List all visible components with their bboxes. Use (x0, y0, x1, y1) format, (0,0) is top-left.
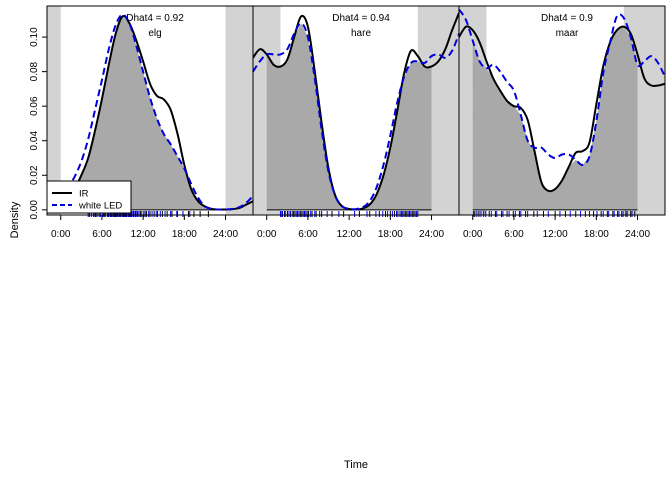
x-tick-label: 6:00 (92, 229, 112, 240)
series-white-led-line (458, 8, 666, 166)
y-tick-label: 0.06 (29, 96, 40, 116)
x-tick-label: 12:00 (543, 229, 568, 240)
x-tick-label: 12:00 (131, 229, 156, 240)
overlap-area (60, 16, 226, 210)
panel-title: Dhat4 = 0.92 (126, 13, 184, 24)
panel-species: elg (148, 28, 161, 39)
panel-species: hare (351, 28, 371, 39)
legend-box (46, 180, 132, 214)
x-tick-label: 24:00 (625, 229, 650, 240)
x-tick-label: 18:00 (378, 229, 403, 240)
x-tick-label: 0:00 (463, 229, 483, 240)
y-tick-label: 0.08 (29, 61, 40, 81)
series-ir-line (458, 25, 666, 193)
x-tick-label: 6:00 (298, 229, 318, 240)
x-tick-label: 6:00 (504, 229, 524, 240)
y-tick-label: 0.04 (29, 131, 40, 151)
x-tick-label: 12:00 (337, 229, 362, 240)
series-white-led-line (252, 22, 460, 211)
y-tick-label: 0.02 (29, 165, 40, 185)
overlap-area (266, 23, 432, 210)
y-axis-title: Density (9, 201, 21, 238)
y-tick-label: 0.10 (29, 27, 40, 47)
panel-hare: Dhat4 = 0.94 hare 0:00 6:00 12:00 18:00 24:00 (252, 5, 460, 240)
panel-title: Dhat4 = 0.9 (541, 13, 593, 24)
axes-layer: 0.00 0.02 0.04 0.06 0.08 0.10 (29, 27, 47, 220)
panel-elg: Dhat4 = 0.92 elg 0:00 6:00 12:00 18:00 24:00 (46, 5, 254, 240)
panel-frame (458, 5, 666, 216)
legend-label: white LED (78, 201, 122, 212)
x-tick-label: 24:00 (213, 229, 238, 240)
x-axis-title: Time (344, 459, 368, 471)
x-tick-label: 24:00 (419, 229, 444, 240)
overlap-area (472, 26, 638, 210)
x-tick-label: 18:00 (584, 229, 609, 240)
y-tick-label: 0.00 (29, 200, 40, 220)
shade-before (47, 6, 61, 215)
x-tick-label: 0:00 (257, 229, 277, 240)
panel-maar: Dhat4 = 0.9 maar 0:00 6:00 12:00 18:00 24:00 (458, 5, 666, 240)
shade-after (225, 6, 253, 215)
panel-species: maar (556, 28, 579, 39)
x-tick-label: 18:00 (172, 229, 197, 240)
panel-title: Dhat4 = 0.94 (332, 13, 390, 24)
x-tick-label: 0:00 (51, 229, 71, 240)
legend-label: IR (79, 189, 89, 200)
series-white-led-line (46, 13, 254, 211)
